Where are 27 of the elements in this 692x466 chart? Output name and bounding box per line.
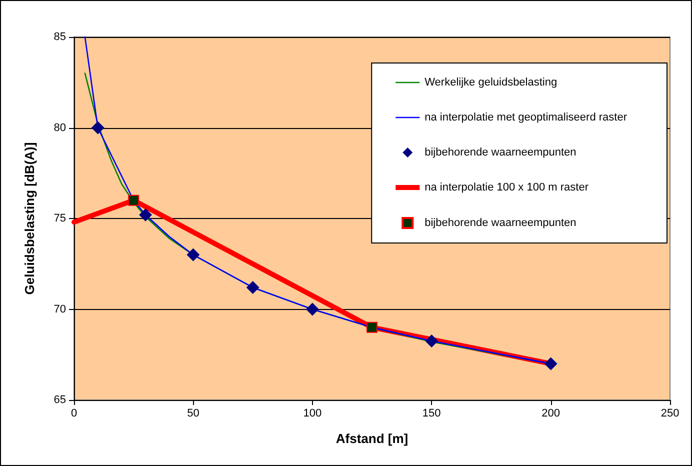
legend-label: na interpolatie 100 x 100 m raster bbox=[424, 182, 589, 194]
point bbox=[246, 280, 260, 294]
x-tick-label: 200 bbox=[542, 408, 560, 420]
legend-label: bijbehorende waarneempunten bbox=[424, 146, 576, 158]
y-tick-label: 85 bbox=[54, 31, 66, 43]
point bbox=[128, 194, 140, 206]
x-tick-label: 250 bbox=[660, 408, 680, 420]
point bbox=[91, 121, 104, 134]
point bbox=[306, 302, 319, 316]
x-tick-label: 50 bbox=[187, 408, 200, 420]
point bbox=[139, 208, 152, 222]
y-tick-label: 80 bbox=[54, 122, 66, 134]
legend-label: Werkelijke geluidsbelasting bbox=[424, 76, 558, 88]
y-axis-title: Geluidsbelasting [dB(A)] bbox=[22, 142, 37, 295]
y-tick-label: 70 bbox=[54, 303, 66, 316]
x-tick-label: 150 bbox=[422, 408, 441, 420]
x-tick-label: 100 bbox=[303, 408, 322, 420]
x-tick-label: 0 bbox=[70, 408, 78, 420]
legend-label: na interpolatie met geoptimaliseerd raster bbox=[424, 112, 628, 124]
point bbox=[544, 357, 558, 370]
point bbox=[186, 248, 200, 262]
point bbox=[425, 334, 438, 348]
legend-label: bijbehorende waarneempunten bbox=[424, 217, 576, 229]
x-axis-title: Afstand [m] bbox=[336, 431, 408, 446]
y-tick-label: 65 bbox=[54, 394, 66, 406]
point bbox=[366, 322, 378, 333]
y-tick-label: 75 bbox=[54, 212, 66, 224]
